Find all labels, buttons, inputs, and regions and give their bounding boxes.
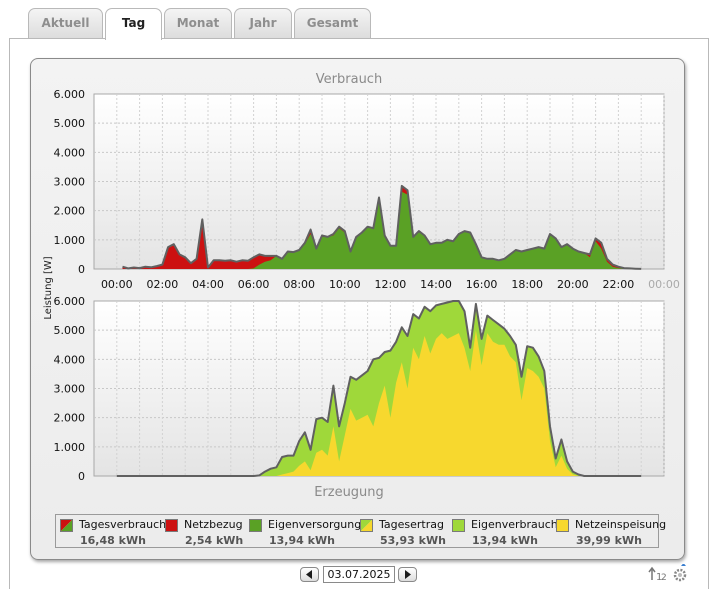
legend-label: Eigenversorgung (268, 518, 362, 531)
prev-day-button[interactable] (300, 567, 319, 582)
gear-icon[interactable] (673, 564, 687, 582)
arrow-left-icon (306, 570, 312, 579)
x-tick-label: 22:00 (603, 278, 635, 291)
x-tick-label: 00:00 (101, 278, 133, 291)
legend-value: 39,99 kWh (576, 534, 642, 547)
x-tick-label: 02:00 (147, 278, 179, 291)
swatch-yellow-icon (556, 519, 569, 532)
tagesverbrauch-line (122, 184, 642, 270)
x-tick-label: 12:00 (375, 278, 407, 291)
legend-label: Netzbezug (184, 518, 243, 531)
y-tick-label: 2.000 (54, 205, 86, 218)
arrow-right-icon (405, 570, 411, 579)
legend-label: Tagesverbrauch (79, 518, 167, 531)
x-tick-label: 14:00 (420, 278, 452, 291)
erzeugung-title: Erzeugung (314, 485, 384, 500)
tab-aktuell[interactable]: Aktuell (28, 8, 103, 39)
x-tick-label: 08:00 (283, 278, 315, 291)
x-tick-label: 00:00 (648, 278, 680, 291)
eigenversorgung-area (122, 191, 642, 269)
sort-icon[interactable]: 1 2 (648, 566, 667, 583)
swatch-green-icon (249, 519, 262, 532)
verbrauch-x-axis: 00:00 02:00 04:00 06:00 08:00 10:00 12:00 14:00… (101, 278, 680, 291)
x-tick-label: 06:00 (238, 278, 270, 291)
y-tick-label: 3.000 (54, 176, 86, 189)
y-tick-label: 6.000 (54, 295, 86, 308)
legend-value: 13,94 kWh (269, 534, 335, 547)
y-tick-label: 1.000 (54, 234, 86, 247)
verbrauch-title: Verbrauch (316, 72, 382, 87)
legend-value: 2,54 kWh (185, 534, 244, 547)
legend-label: Netzeinspeisung (575, 518, 667, 531)
legend: Tagesverbrauch 16,48 kWh Netzbezug 2,54 … (55, 514, 666, 548)
split-green-yellow-icon (360, 519, 373, 532)
swatch-red-icon (165, 519, 178, 532)
legend-value: 13,94 kWh (472, 534, 538, 547)
toolbar-icons: 1 2 (648, 564, 687, 583)
y-tick-label: 4.000 (54, 146, 86, 159)
next-day-button[interactable] (398, 567, 417, 582)
verbrauch-y-axis: 6.000 5.000 4.000 3.000 2.000 1.000 0 (54, 88, 86, 276)
y-tick-label: 0 (78, 263, 85, 276)
y-axis-label: Leistung [W] (43, 256, 54, 319)
swatch-lightgreen-icon (452, 519, 465, 532)
erzeugung-areas (116, 300, 642, 477)
date-field[interactable]: 03.07.2025 (323, 566, 395, 583)
netzeinspeisung-area (116, 330, 642, 476)
tab-jahr[interactable]: Jahr (234, 8, 292, 39)
tab-gesamt[interactable]: Gesamt (294, 8, 371, 39)
y-tick-label: 0 (78, 470, 85, 483)
x-tick-label: 16:00 (466, 278, 498, 291)
x-tick-label: 20:00 (557, 278, 589, 291)
x-tick-label: 18:00 (511, 278, 543, 291)
y-tick-label: 5.000 (54, 117, 86, 130)
y-tick-label: 5.000 (54, 324, 86, 337)
svg-text:2: 2 (661, 573, 667, 583)
tab-monat[interactable]: Monat (164, 8, 232, 39)
tagesertrag-line (116, 300, 642, 477)
tab-tag[interactable]: Tag (105, 8, 162, 40)
erzeugung-y-axis: 6.000 5.000 4.000 3.000 2.000 1.000 0 (54, 295, 86, 483)
svg-text:1: 1 (656, 572, 662, 583)
split-red-green-icon (60, 519, 73, 532)
legend-label: Eigenverbrauch (471, 518, 558, 531)
x-tick-label: 04:00 (192, 278, 224, 291)
y-tick-label: 1.000 (54, 441, 86, 454)
y-tick-label: 3.000 (54, 383, 86, 396)
verbrauch-areas (122, 184, 642, 270)
x-tick-label: 10:00 (329, 278, 361, 291)
legend-value: 53,93 kWh (380, 534, 446, 547)
legend-label: Tagesertrag (379, 518, 444, 531)
y-tick-label: 6.000 (54, 88, 86, 101)
y-tick-label: 2.000 (54, 412, 86, 425)
legend-value: 16,48 kWh (80, 534, 146, 547)
y-tick-label: 4.000 (54, 353, 86, 366)
